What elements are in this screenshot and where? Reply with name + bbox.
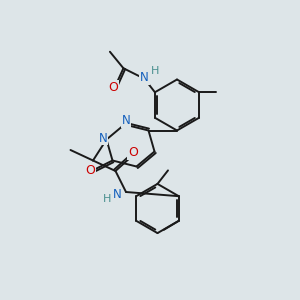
Text: N: N [112,188,122,202]
Text: H: H [103,194,112,204]
Text: N: N [140,71,149,84]
Text: O: O [85,164,95,178]
Text: N: N [98,131,107,145]
Text: O: O [128,146,138,160]
Text: H: H [151,66,159,76]
Text: O: O [108,81,118,94]
Text: N: N [122,114,130,128]
